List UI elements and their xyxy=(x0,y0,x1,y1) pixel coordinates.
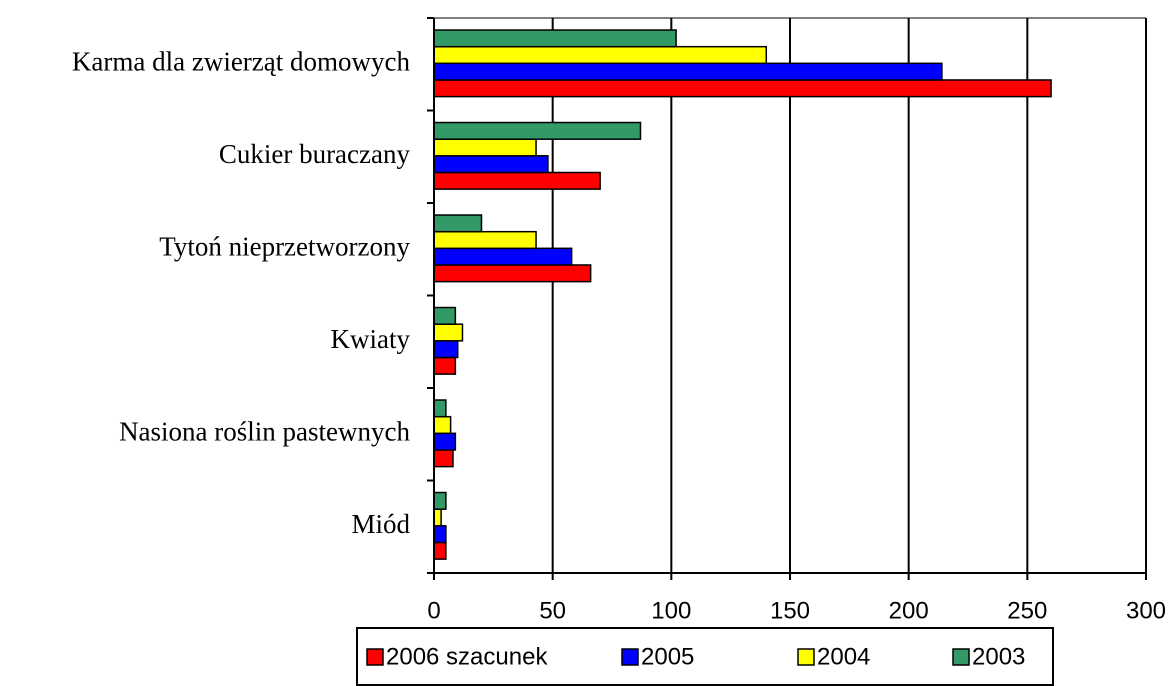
x-tick-label: 150 xyxy=(770,597,810,624)
legend-label: 2006 szacunek xyxy=(386,643,548,670)
legend-label: 2004 xyxy=(817,643,870,670)
bar xyxy=(433,399,447,418)
legend-label: 2005 xyxy=(641,643,694,670)
bar xyxy=(433,491,447,510)
x-tick-label: 250 xyxy=(1007,597,1047,624)
bar xyxy=(433,449,454,468)
category-label: Miód xyxy=(351,509,410,539)
bar xyxy=(433,508,442,527)
x-tick-label: 0 xyxy=(427,597,440,624)
bar xyxy=(433,525,447,544)
legend-swatch xyxy=(366,648,384,666)
x-tick-label: 300 xyxy=(1126,597,1166,624)
bar xyxy=(433,415,452,435)
x-tick-label: 200 xyxy=(889,597,929,624)
category-label: Kwiaty xyxy=(331,324,411,354)
bar xyxy=(433,340,459,359)
bar xyxy=(433,264,592,283)
bar xyxy=(433,79,1052,98)
bar xyxy=(433,171,601,190)
x-tick-label: 50 xyxy=(539,597,566,624)
legend-swatch xyxy=(952,648,970,666)
bar xyxy=(433,155,549,174)
bar xyxy=(433,230,537,250)
bar xyxy=(433,214,483,233)
legend-label: 2003 xyxy=(972,643,1025,670)
category-label: Cukier buraczany xyxy=(219,139,411,169)
bar xyxy=(433,29,677,48)
bar xyxy=(433,323,464,342)
legend-box xyxy=(356,627,1054,686)
bar xyxy=(433,62,943,81)
bar xyxy=(433,45,768,65)
x-tick-label: 100 xyxy=(651,597,691,624)
category-label: Tytoń nieprzetworzony xyxy=(159,231,410,261)
category-label: Nasiona roślin pastewnych xyxy=(119,416,410,446)
bar xyxy=(433,432,457,451)
bar xyxy=(433,541,447,560)
legend-swatch xyxy=(797,648,815,666)
category-label: Karma dla zwierząt domowych xyxy=(72,46,411,76)
bar xyxy=(433,138,537,157)
bar xyxy=(433,356,457,375)
bar xyxy=(433,121,642,140)
legend-swatch xyxy=(621,648,639,666)
bar xyxy=(433,306,457,325)
bar xyxy=(433,247,573,266)
